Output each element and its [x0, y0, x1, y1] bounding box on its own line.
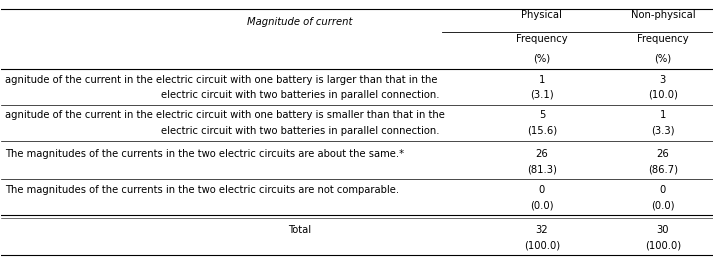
Text: (100.0): (100.0) — [524, 240, 560, 250]
Text: 26: 26 — [656, 149, 669, 159]
Text: electric circuit with two batteries in parallel connection.: electric circuit with two batteries in p… — [161, 126, 439, 136]
Text: agnitude of the current in the electric circuit with one battery is smaller than: agnitude of the current in the electric … — [5, 110, 445, 120]
Text: 30: 30 — [657, 225, 669, 235]
Text: (3.1): (3.1) — [530, 90, 554, 100]
Text: 5: 5 — [539, 110, 545, 120]
Text: The magnitudes of the currents in the two electric circuits are about the same.*: The magnitudes of the currents in the tw… — [5, 149, 404, 159]
Text: 0: 0 — [660, 185, 666, 195]
Text: Total: Total — [288, 225, 312, 235]
Text: (3.3): (3.3) — [651, 126, 675, 136]
Text: 26: 26 — [536, 149, 548, 159]
Text: (0.0): (0.0) — [651, 200, 675, 210]
Text: (86.7): (86.7) — [648, 164, 678, 174]
Text: The magnitudes of the currents in the two electric circuits are not comparable.: The magnitudes of the currents in the tw… — [5, 185, 399, 195]
Text: Frequency: Frequency — [637, 34, 688, 44]
Text: (15.6): (15.6) — [527, 126, 557, 136]
Text: agnitude of the current in the electric circuit with one battery is larger than : agnitude of the current in the electric … — [5, 75, 438, 84]
Text: (0.0): (0.0) — [531, 200, 553, 210]
Text: (100.0): (100.0) — [645, 240, 681, 250]
Text: 1: 1 — [660, 110, 666, 120]
Text: Physical: Physical — [521, 10, 563, 20]
Text: 0: 0 — [539, 185, 545, 195]
Text: 32: 32 — [536, 225, 548, 235]
Text: (81.3): (81.3) — [527, 164, 557, 174]
Text: (%): (%) — [654, 53, 671, 63]
Text: Frequency: Frequency — [516, 34, 568, 44]
Text: Magnitude of current: Magnitude of current — [248, 17, 353, 27]
Text: 3: 3 — [660, 75, 666, 84]
Text: (10.0): (10.0) — [648, 90, 678, 100]
Text: 1: 1 — [539, 75, 545, 84]
Text: electric circuit with two batteries in parallel connection.: electric circuit with two batteries in p… — [161, 90, 439, 100]
Text: (%): (%) — [533, 53, 550, 63]
Text: Non-physical: Non-physical — [630, 10, 695, 20]
